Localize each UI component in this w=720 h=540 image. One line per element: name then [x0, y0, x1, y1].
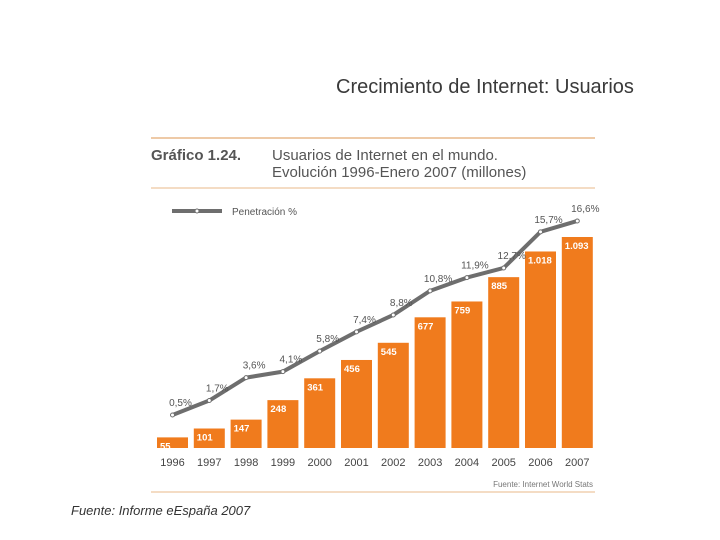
- bar-label-2005: 885: [491, 281, 508, 292]
- penetration-point-2004: [464, 275, 470, 281]
- bar-2003: [414, 317, 446, 448]
- bar-2006: [525, 251, 556, 448]
- penetration-point-2007: [574, 218, 580, 224]
- x-tick-1998: 1998: [234, 457, 258, 469]
- bar-label-1998: 147: [234, 424, 250, 435]
- penetration-label-2004: 11,9%: [461, 261, 489, 272]
- x-tick-2005: 2005: [491, 457, 515, 469]
- x-tick-1997: 1997: [197, 457, 221, 469]
- x-tick-1999: 1999: [271, 457, 295, 469]
- bar-label-2003: 677: [418, 321, 434, 332]
- chart-source: Fuente: Internet World Stats: [493, 480, 593, 489]
- x-axis-ticks: 1996 1997 1998 1999 2000 2001 2002 2003 2004 2005…: [160, 457, 589, 469]
- penetration-line: [171, 219, 578, 417]
- penetration-label-2002: 8,8%: [390, 298, 413, 309]
- bar-label-2001: 456: [344, 364, 360, 375]
- penetration-label-2000: 5,8%: [316, 334, 339, 345]
- bar-1998: [230, 419, 262, 448]
- penetration-point-2001: [354, 329, 359, 335]
- x-tick-2002: 2002: [381, 457, 405, 469]
- x-tick-2007: 2007: [565, 457, 589, 469]
- penetration-point-2003: [427, 288, 433, 294]
- penetration-label-2001: 7,4%: [353, 315, 376, 326]
- legend-label: Penetración %: [232, 207, 297, 218]
- penetration-point-1998: [243, 375, 249, 381]
- figure-label: Gráfico 1.24.: [151, 147, 241, 164]
- penetration-point-1997: [206, 398, 212, 404]
- bar-2007: [561, 237, 593, 448]
- penetration-point-2006: [538, 229, 543, 235]
- x-tick-2004: 2004: [455, 457, 479, 469]
- bar-2000: [304, 378, 336, 448]
- bar-1996: [157, 437, 188, 448]
- penetration-line-series: [170, 218, 580, 418]
- bar-2004: [451, 301, 483, 448]
- legend-marker: [194, 208, 200, 214]
- x-tick-2003: 2003: [418, 457, 442, 469]
- slide-source: Fuente: Informe eEspaña 2007: [71, 503, 251, 518]
- penetration-point-2002: [390, 312, 396, 318]
- chart-title-line1: Usuarios de Internet en el mundo.: [272, 147, 498, 164]
- legend: Penetración %: [172, 207, 297, 218]
- penetration-label-series: 0,5% 1,7% 3,6% 4,1% 5,8% 7,4% 8,8% 10,8% 11,9% 12…: [169, 204, 599, 409]
- bar-1997: [193, 428, 225, 448]
- bar-2002: [377, 342, 409, 448]
- bar-label-2000: 361: [307, 382, 324, 393]
- x-tick-2006: 2006: [528, 457, 552, 469]
- penetration-label-2006: 15,7%: [534, 215, 562, 226]
- bar-series: [157, 237, 593, 448]
- bar-2001: [341, 359, 372, 448]
- x-tick-2000: 2000: [307, 457, 331, 469]
- bar-label-2006: 1.018: [528, 255, 552, 266]
- penetration-point-2005: [501, 265, 507, 271]
- penetration-label-1997: 1,7%: [206, 384, 229, 395]
- bar-label-2007: 1.093: [565, 241, 589, 252]
- x-tick-2001: 2001: [344, 457, 368, 469]
- bar-label-2004: 759: [454, 305, 470, 316]
- penetration-label-1998: 3,6%: [243, 361, 266, 372]
- penetration-label-2003: 10,8%: [424, 274, 452, 285]
- x-tick-1996: 1996: [160, 457, 184, 469]
- bar-label-2002: 545: [381, 347, 398, 358]
- slide-title: Crecimiento de Internet: Usuarios: [336, 76, 634, 98]
- penetration-label-2005: 12,7%: [498, 251, 526, 262]
- bar-label-1997: 101: [197, 433, 214, 444]
- penetration-label-1999: 4,1%: [280, 355, 303, 366]
- penetration-label-2007: 16,6%: [571, 204, 599, 215]
- penetration-label-1996: 0,5%: [169, 398, 192, 409]
- bar-1999: [267, 400, 299, 448]
- chart-title-line2: Evolución 1996-Enero 2007 (millones): [272, 164, 526, 181]
- bar-label-series: 55 101 147 248 361 456 545 677 759 885 1.018 1.093: [160, 241, 589, 452]
- bar-label-1999: 248: [270, 404, 286, 415]
- penetration-point-1999: [280, 369, 286, 375]
- penetration-point-2000: [317, 348, 323, 354]
- penetration-point-1996: [170, 412, 175, 418]
- bar-label-1996: 55: [160, 441, 171, 452]
- bar-2005: [488, 277, 520, 448]
